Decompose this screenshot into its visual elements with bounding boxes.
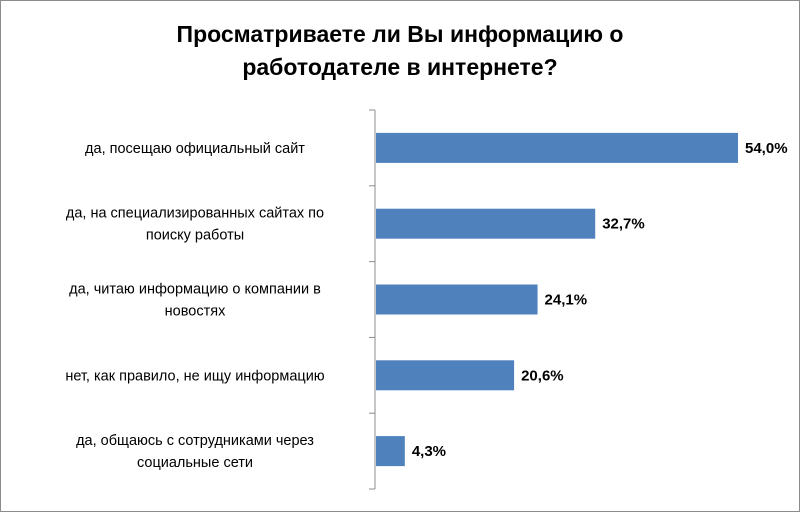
bar <box>376 360 515 391</box>
chart-title: Просматриваете ли Вы информацию о работо… <box>0 18 800 84</box>
category-label: нет, как правило, не ищу информацию <box>65 368 324 384</box>
data-label: 32,7% <box>602 216 645 233</box>
data-label: 24,1% <box>545 292 588 309</box>
bar <box>376 436 405 467</box>
data-label: 54,0% <box>745 140 788 157</box>
bar <box>376 132 738 163</box>
category-label: социальные сети <box>137 455 253 471</box>
category-label: да, читаю информацию о компании в <box>69 282 321 298</box>
data-label: 4,3% <box>412 443 446 460</box>
bar <box>376 284 538 315</box>
chart-title-line-1: Просматриваете ли Вы информацию о <box>176 21 624 47</box>
chart-title-line-2: работодателе в интернете? <box>242 54 558 80</box>
category-label: да, на специализированных сайтах по <box>66 206 324 222</box>
category-label: поиску работы <box>146 228 244 244</box>
category-label: да, общаюсь с сотрудниками через <box>76 433 314 449</box>
bar <box>376 208 596 239</box>
category-label: новостях <box>165 304 226 320</box>
data-label: 20,6% <box>521 367 564 384</box>
category-label: да, посещаю официальный сайт <box>85 141 305 157</box>
